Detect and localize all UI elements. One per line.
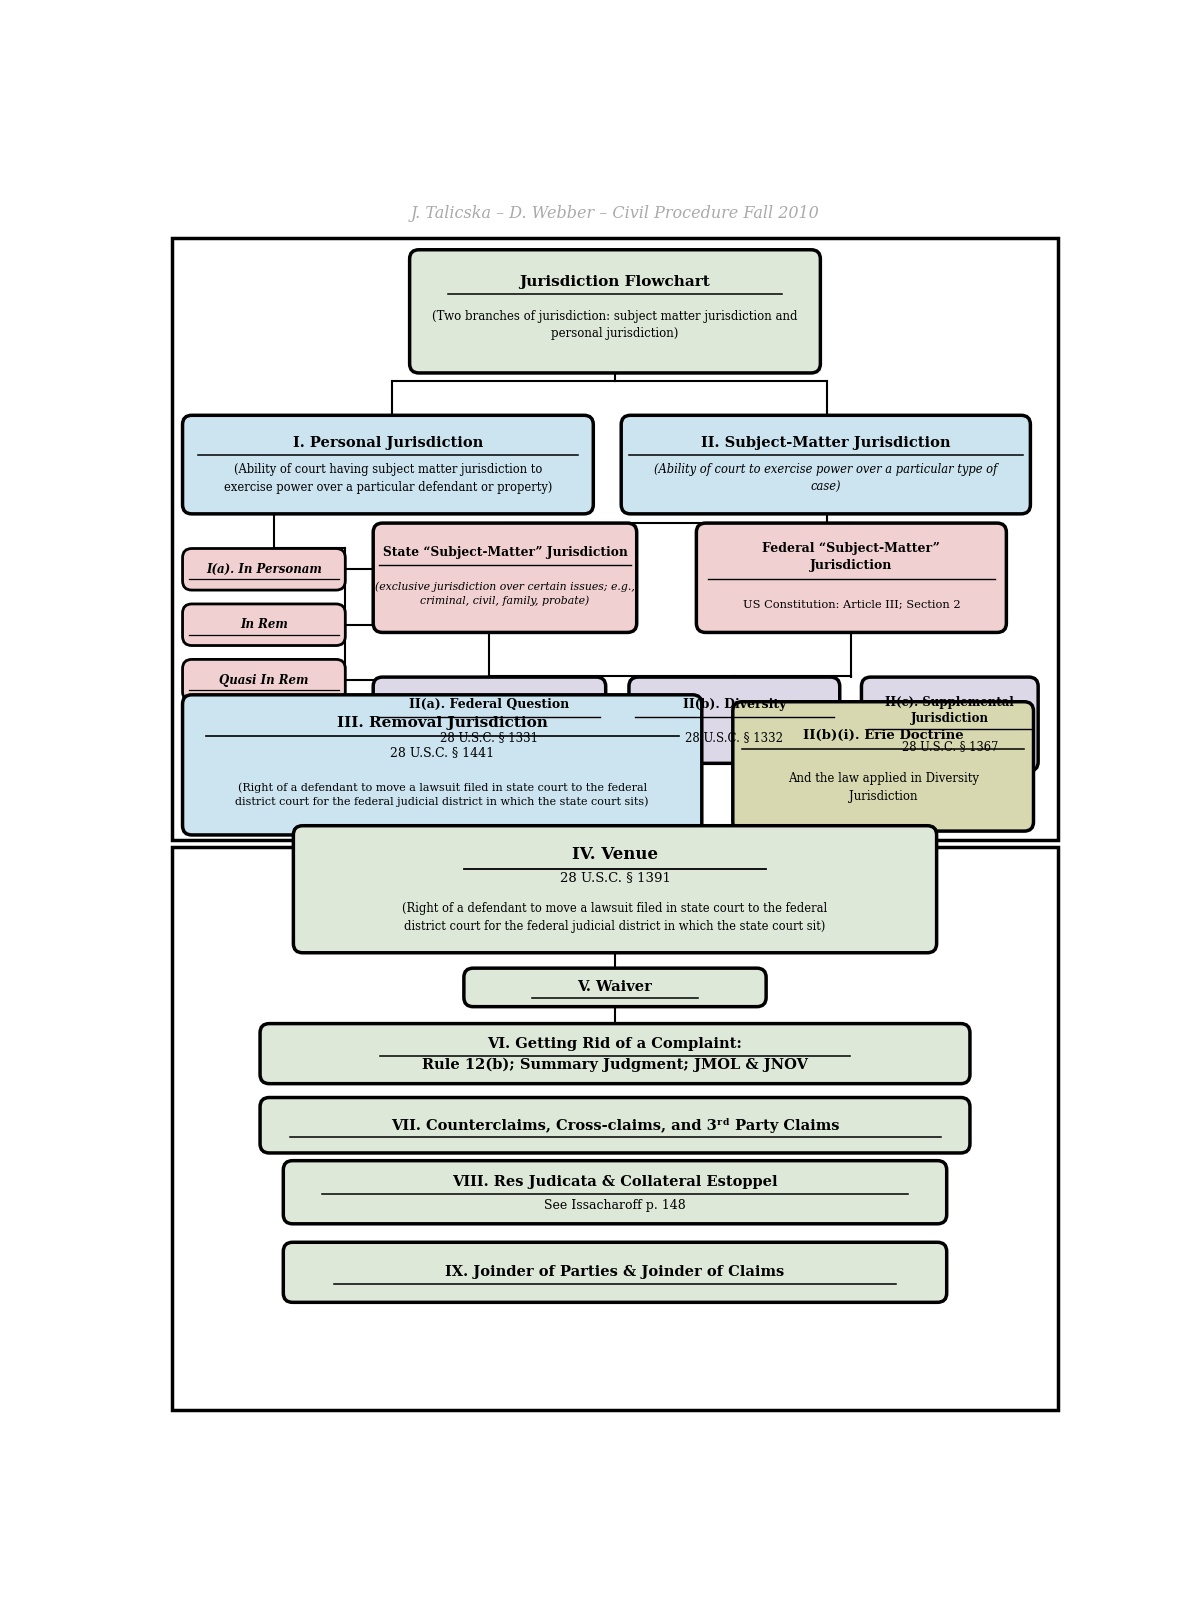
Text: See Issacharoff p. 148: See Issacharoff p. 148 [544,1198,686,1211]
Text: (Two branches of jurisdiction: subject matter jurisdiction and
personal jurisdic: (Two branches of jurisdiction: subject m… [432,310,798,341]
Text: In Rem: In Rem [240,618,288,632]
Text: I(a). In Personam: I(a). In Personam [206,563,322,576]
Text: II(b)(i). Erie Doctrine: II(b)(i). Erie Doctrine [803,730,964,742]
Text: II(a). Federal Question: II(a). Federal Question [409,698,570,712]
FancyBboxPatch shape [182,659,346,701]
Text: VIII. Res Judicata & Collateral Estoppel: VIII. Res Judicata & Collateral Estoppel [452,1176,778,1189]
Text: State “Subject-Matter” Jurisdiction: State “Subject-Matter” Jurisdiction [383,546,628,558]
Text: (Ability of court to exercise power over a particular type of
case): (Ability of court to exercise power over… [654,462,997,494]
Text: Rule 12(b); Summary Judgment; JMOL & JNOV: Rule 12(b); Summary Judgment; JMOL & JNO… [422,1058,808,1072]
FancyBboxPatch shape [172,846,1058,1410]
FancyBboxPatch shape [293,826,937,952]
FancyBboxPatch shape [260,1024,970,1083]
Text: (Right of a defendant to move a lawsuit filed in state court to the federal
dist: (Right of a defendant to move a lawsuit … [402,902,828,933]
FancyBboxPatch shape [172,238,1058,840]
FancyBboxPatch shape [283,1242,947,1302]
Text: II. Subject-Matter Jurisdiction: II. Subject-Matter Jurisdiction [701,437,950,450]
Text: (Right of a defendant to move a lawsuit filed in state court to the federal
dist: (Right of a defendant to move a lawsuit … [235,782,649,806]
Text: I. Personal Jurisdiction: I. Personal Jurisdiction [293,437,484,450]
Text: Quasi In Rem: Quasi In Rem [220,674,308,686]
FancyBboxPatch shape [629,677,840,763]
Text: II(b). Diversity: II(b). Diversity [683,698,786,712]
Text: II(c). Supplemental
Jurisdiction: II(c). Supplemental Jurisdiction [886,696,1014,725]
FancyBboxPatch shape [373,677,606,763]
FancyBboxPatch shape [622,416,1031,514]
Text: III. Removal Jurisdiction: III. Removal Jurisdiction [337,717,547,730]
FancyBboxPatch shape [696,523,1007,632]
Text: (exclusive jurisdiction over certain issues; e.g.,
criminal, civil, family, prob: (exclusive jurisdiction over certain iss… [376,582,635,606]
FancyBboxPatch shape [182,549,346,590]
Text: US Constitution: Article III; Section 2: US Constitution: Article III; Section 2 [743,600,960,610]
FancyBboxPatch shape [862,677,1038,771]
Text: IV. Venue: IV. Venue [572,846,658,864]
Text: And the law applied in Diversity
Jurisdiction: And the law applied in Diversity Jurisdi… [787,773,979,803]
FancyBboxPatch shape [182,416,593,514]
Text: VII. Counterclaims, Cross-claims, and 3ʳᵈ Party Claims: VII. Counterclaims, Cross-claims, and 3ʳ… [391,1118,839,1133]
Text: V. Waiver: V. Waiver [577,981,653,995]
Text: VI. Getting Rid of a Complaint:: VI. Getting Rid of a Complaint: [487,1037,743,1051]
Text: Jurisdiction Flowchart: Jurisdiction Flowchart [520,275,710,290]
Text: 28 U.S.C. § 1441: 28 U.S.C. § 1441 [390,746,494,758]
Text: 28 U.S.C. § 1332: 28 U.S.C. § 1332 [685,731,784,744]
Text: J. Talicska – D. Webber – Civil Procedure Fall 2010: J. Talicska – D. Webber – Civil Procedur… [410,205,820,222]
Text: IX. Joinder of Parties & Joinder of Claims: IX. Joinder of Parties & Joinder of Clai… [445,1266,785,1280]
FancyBboxPatch shape [409,250,821,373]
FancyBboxPatch shape [283,1160,947,1224]
FancyBboxPatch shape [464,968,766,1006]
FancyBboxPatch shape [373,523,637,632]
Text: 28 U.S.C. § 1367: 28 U.S.C. § 1367 [901,739,998,754]
FancyBboxPatch shape [733,702,1033,830]
FancyBboxPatch shape [182,694,702,835]
FancyBboxPatch shape [260,1098,970,1154]
Text: 28 U.S.C. § 1391: 28 U.S.C. § 1391 [559,870,671,883]
FancyBboxPatch shape [182,603,346,645]
Text: Federal “Subject-Matter”
Jurisdiction: Federal “Subject-Matter” Jurisdiction [762,542,941,571]
Text: 28 U.S.C. § 1331: 28 U.S.C. § 1331 [440,731,539,744]
Text: (Ability of court having subject matter jurisdiction to
exercise power over a pa: (Ability of court having subject matter … [223,462,552,494]
